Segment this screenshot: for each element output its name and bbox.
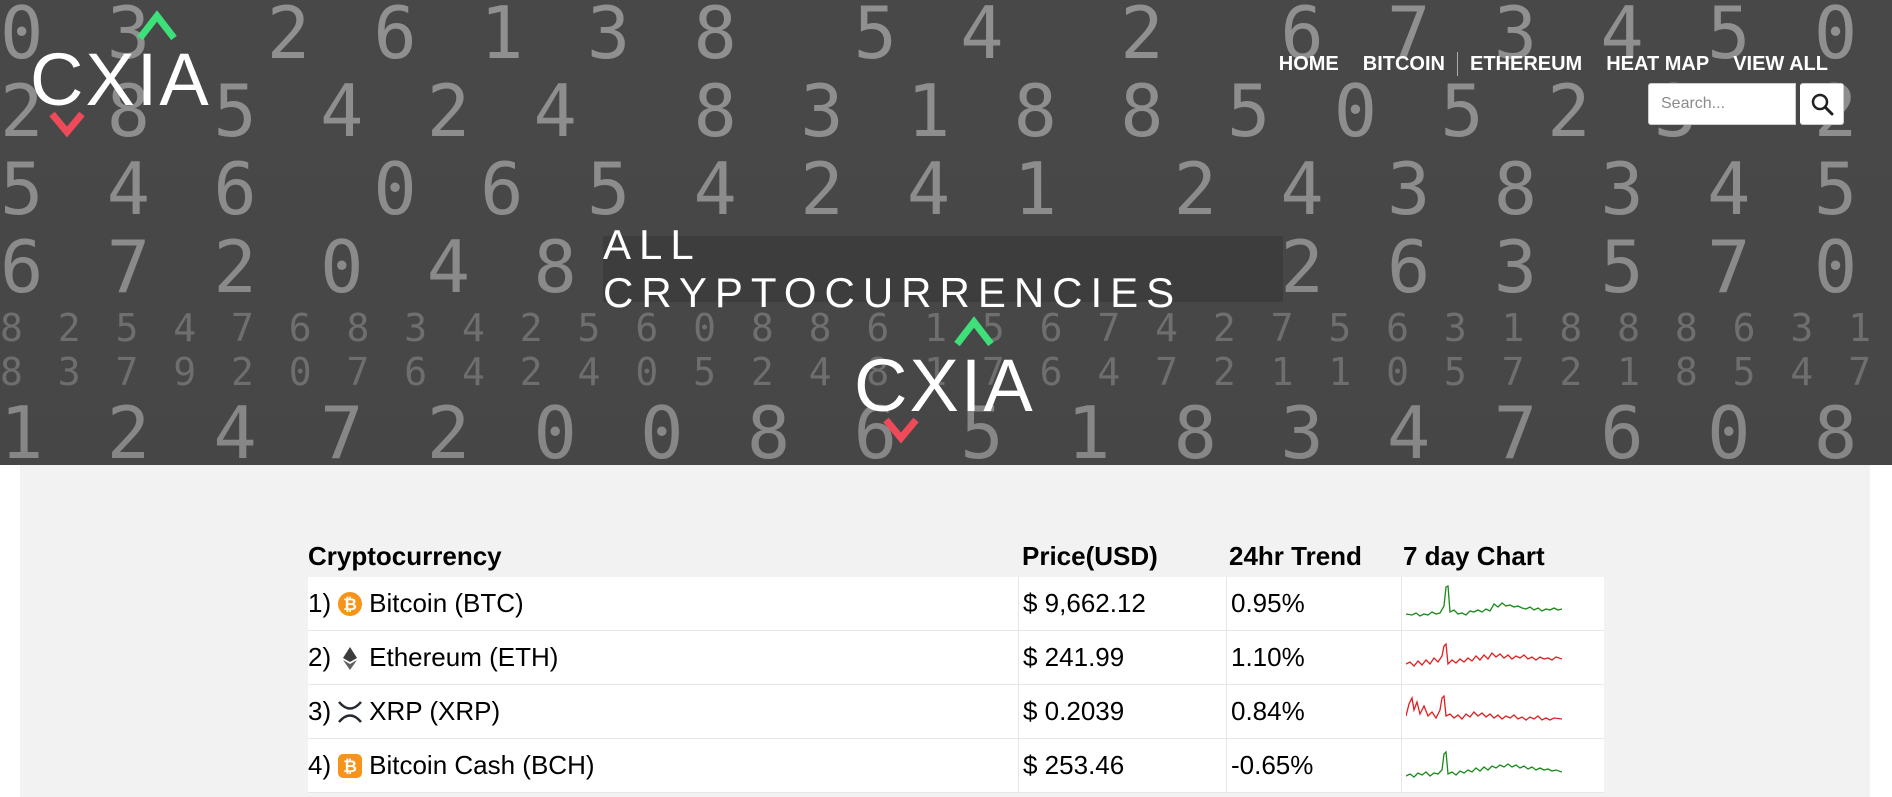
search-button[interactable] (1800, 83, 1844, 125)
search-icon (1811, 93, 1833, 116)
nav-bitcoin[interactable]: BITCOIN (1362, 52, 1445, 75)
header-price[interactable]: Price(USD) (1022, 540, 1158, 571)
header-trend[interactable]: 24hr Trend (1229, 540, 1362, 571)
coin-name[interactable]: XRP (XRP) (369, 696, 501, 726)
bitcoin-cash-icon: ₿ (337, 753, 363, 779)
nav-view-all[interactable]: VIEW ALL (1733, 52, 1828, 75)
center-logo: CXIA (850, 316, 1050, 446)
logo-arrows-icon (883, 316, 994, 444)
header-chart: 7 day Chart (1403, 540, 1545, 571)
table-row[interactable]: 3) XRP (XRP) $ 0.2039 0.84% (308, 685, 1604, 739)
nav-home[interactable]: HOME (1278, 52, 1339, 75)
logo[interactable]: CXIA (30, 10, 210, 140)
table-row[interactable]: 4) ₿ Bitcoin Cash (BCH) $ 253.46 -0.65% (308, 739, 1604, 793)
sparkline (1401, 739, 1601, 792)
main-nav: HOME BITCOIN ETHEREUM HEAT MAP VIEW ALL (1267, 52, 1840, 76)
bitcoin-icon: ₿ (337, 591, 363, 617)
hero-overlay (0, 0, 1892, 465)
sparkline (1401, 577, 1601, 630)
svg-text:₿: ₿ (343, 757, 357, 777)
logo-up-arrow-icon (49, 10, 177, 138)
hero-title-box: ALL CRYPTOCURRENCIES (603, 221, 1283, 316)
nav-heat-map[interactable]: HEAT MAP (1606, 52, 1710, 75)
coin-name[interactable]: Ethereum (ETH) (369, 642, 559, 672)
sparkline-chart (1406, 642, 1562, 667)
price: $ 253.46 (1023, 750, 1125, 780)
page-title: ALL CRYPTOCURRENCIES (603, 221, 1183, 316)
crypto-table: Cryptocurrency Price(USD) 24hr Trend 7 d… (308, 535, 1604, 793)
coin-name[interactable]: Bitcoin (BTC) (369, 588, 524, 618)
table-row[interactable]: 1) ₿ Bitcoin (BTC) $ 9,662.12 0.95% (308, 577, 1604, 631)
center-logo-text: CXIA (854, 344, 1035, 427)
rank: 2) (308, 642, 332, 672)
sparkline-chart (1406, 584, 1562, 617)
nav-divider (1456, 52, 1458, 76)
ethereum-icon (337, 645, 363, 671)
rank: 3) (308, 696, 332, 726)
search-input[interactable] (1648, 83, 1796, 125)
search-form (1648, 83, 1844, 125)
xrp-icon (337, 699, 363, 725)
sparkline-chart (1406, 750, 1562, 778)
table-header: Cryptocurrency Price(USD) 24hr Trend 7 d… (308, 535, 1604, 577)
logo-text: CXIA (30, 38, 211, 121)
trend: 0.95% (1231, 588, 1305, 618)
price: $ 241.99 (1023, 642, 1125, 672)
trend: -0.65% (1231, 750, 1314, 780)
trend: 0.84% (1231, 696, 1305, 726)
hero-banner: 0 3 2 6 1 3 8 5 4 2 6 7 3 4 5 0 5 2 3 2 … (0, 0, 1892, 465)
coin-name[interactable]: Bitcoin Cash (BCH) (369, 750, 595, 780)
price: $ 0.2039 (1023, 696, 1125, 726)
nav-ethereum[interactable]: ETHEREUM (1469, 52, 1583, 75)
trend: 1.10% (1231, 642, 1305, 672)
table-row[interactable]: 2) Ethereum (ETH) $ 241.99 1.10% (308, 631, 1604, 685)
sparkline-chart (1406, 694, 1562, 721)
sparkline (1401, 685, 1601, 738)
rank: 1) (308, 588, 332, 618)
price: $ 9,662.12 (1023, 588, 1146, 618)
header-cryptocurrency[interactable]: Cryptocurrency (308, 540, 502, 571)
sparkline (1401, 631, 1601, 684)
rank: 4) (308, 750, 332, 780)
main-content: Cryptocurrency Price(USD) 24hr Trend 7 d… (20, 465, 1870, 797)
svg-text:₿: ₿ (343, 595, 357, 615)
